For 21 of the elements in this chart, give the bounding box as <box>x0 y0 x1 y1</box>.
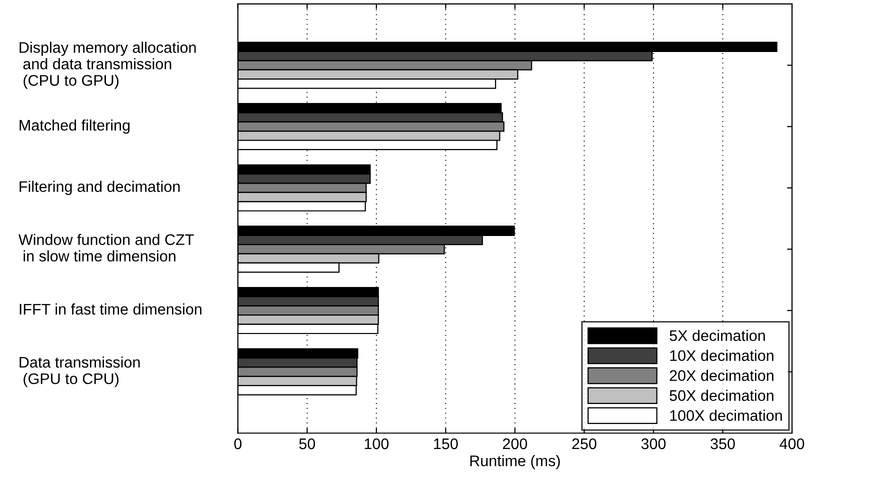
legend-label: 10X decimation <box>670 350 774 362</box>
x-tick-label: 100 <box>364 438 389 450</box>
x-tick-label: 0 <box>234 438 242 450</box>
y-tick-label: Display memory allocation and data transmission (CPU to GPU) <box>20 42 196 89</box>
legend-label: 50X decimation <box>670 390 774 401</box>
legend-label: 100X decimation <box>670 410 782 421</box>
legend-label: 20X decimation <box>670 370 774 381</box>
x-axis-title: Runtime (ms) <box>470 455 560 470</box>
x-tick-label: 250 <box>572 438 596 450</box>
x-tick-label: 150 <box>434 438 458 450</box>
x-tick-label: 400 <box>780 438 804 450</box>
y-tick-label: Window function and CZT in slow time dimension <box>18 234 194 262</box>
y-tick-label: IFFT in fast time dimension <box>20 303 202 315</box>
legend-label: 5X decimation <box>670 330 765 342</box>
y-tick-label: Filtering and decimation <box>20 180 180 196</box>
x-tick-label: 200 <box>502 438 528 450</box>
x-tick-label: 350 <box>710 438 735 450</box>
y-tick-label: Data transmission (GPU to CPU) <box>20 356 140 388</box>
x-tick-label: 50 <box>299 438 316 450</box>
y-tick-label: Matched filtering <box>20 119 130 134</box>
x-tick-label: 300 <box>641 438 666 450</box>
